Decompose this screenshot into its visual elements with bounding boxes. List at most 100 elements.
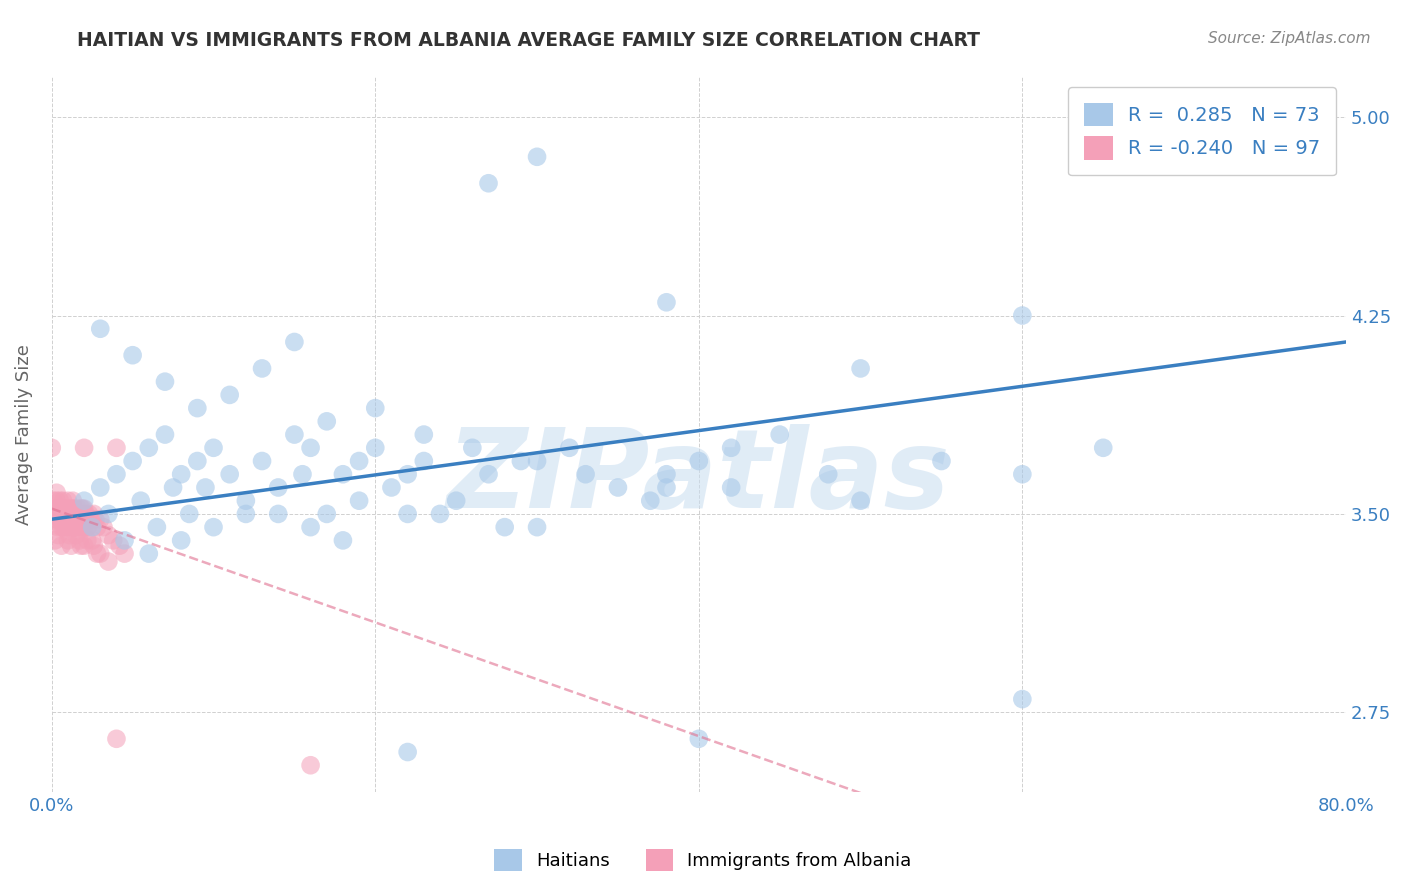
Point bbox=[218, 388, 240, 402]
Text: ZIPatlas: ZIPatlas bbox=[447, 424, 950, 531]
Point bbox=[60, 539, 83, 553]
Point bbox=[63, 512, 86, 526]
Point bbox=[41, 441, 63, 455]
Point bbox=[44, 501, 66, 516]
Point bbox=[45, 512, 67, 526]
Point bbox=[42, 493, 65, 508]
Point bbox=[364, 441, 387, 455]
Point bbox=[332, 467, 354, 482]
Point bbox=[82, 520, 104, 534]
Point bbox=[70, 520, 93, 534]
Point bbox=[62, 501, 84, 516]
Point bbox=[73, 512, 96, 526]
Point bbox=[429, 507, 451, 521]
Point bbox=[56, 493, 79, 508]
Text: HAITIAN VS IMMIGRANTS FROM ALBANIA AVERAGE FAMILY SIZE CORRELATION CHART: HAITIAN VS IMMIGRANTS FROM ALBANIA AVERA… bbox=[77, 31, 980, 50]
Point bbox=[477, 467, 499, 482]
Point bbox=[82, 533, 104, 548]
Point bbox=[769, 427, 792, 442]
Legend: Haitians, Immigrants from Albania: Haitians, Immigrants from Albania bbox=[488, 842, 918, 879]
Point bbox=[56, 512, 79, 526]
Point bbox=[931, 454, 953, 468]
Point bbox=[73, 520, 96, 534]
Point bbox=[283, 334, 305, 349]
Point bbox=[97, 528, 120, 542]
Point bbox=[67, 533, 90, 548]
Point bbox=[60, 507, 83, 521]
Point bbox=[817, 467, 839, 482]
Point bbox=[235, 493, 257, 508]
Point bbox=[235, 507, 257, 521]
Point bbox=[640, 493, 662, 508]
Point bbox=[396, 467, 419, 482]
Point bbox=[89, 480, 111, 494]
Point bbox=[66, 507, 89, 521]
Point bbox=[444, 493, 467, 508]
Point bbox=[186, 454, 208, 468]
Point bbox=[52, 520, 75, 534]
Point bbox=[58, 520, 80, 534]
Point bbox=[52, 507, 75, 521]
Point bbox=[105, 441, 128, 455]
Point bbox=[58, 528, 80, 542]
Point bbox=[45, 485, 67, 500]
Point bbox=[53, 512, 76, 526]
Point bbox=[49, 507, 72, 521]
Point bbox=[49, 512, 72, 526]
Point bbox=[108, 539, 131, 553]
Point bbox=[65, 520, 87, 534]
Point bbox=[72, 507, 94, 521]
Point bbox=[97, 507, 120, 521]
Point bbox=[396, 507, 419, 521]
Point bbox=[73, 501, 96, 516]
Point bbox=[53, 520, 76, 534]
Point bbox=[1011, 467, 1033, 482]
Point bbox=[60, 501, 83, 516]
Point bbox=[267, 507, 290, 521]
Point bbox=[129, 493, 152, 508]
Point bbox=[63, 520, 86, 534]
Point bbox=[55, 520, 77, 534]
Point bbox=[526, 454, 548, 468]
Point bbox=[202, 520, 225, 534]
Point bbox=[45, 512, 67, 526]
Point bbox=[299, 758, 322, 772]
Point bbox=[347, 454, 370, 468]
Point bbox=[153, 375, 176, 389]
Point bbox=[89, 512, 111, 526]
Point bbox=[86, 547, 108, 561]
Y-axis label: Average Family Size: Average Family Size bbox=[15, 344, 32, 525]
Point bbox=[60, 512, 83, 526]
Point bbox=[75, 507, 97, 521]
Legend: R =  0.285   N = 73, R = -0.240   N = 97: R = 0.285 N = 73, R = -0.240 N = 97 bbox=[1069, 87, 1336, 176]
Point bbox=[73, 441, 96, 455]
Point bbox=[86, 520, 108, 534]
Point bbox=[412, 454, 434, 468]
Point bbox=[283, 427, 305, 442]
Point bbox=[70, 520, 93, 534]
Point bbox=[72, 501, 94, 516]
Point bbox=[1011, 309, 1033, 323]
Point bbox=[46, 528, 69, 542]
Point bbox=[44, 533, 66, 548]
Point bbox=[655, 295, 678, 310]
Point bbox=[45, 493, 67, 508]
Point bbox=[720, 480, 742, 494]
Point bbox=[146, 520, 169, 534]
Point bbox=[250, 454, 273, 468]
Point bbox=[1011, 692, 1033, 706]
Point bbox=[162, 480, 184, 494]
Point bbox=[73, 493, 96, 508]
Point bbox=[49, 507, 72, 521]
Point bbox=[688, 731, 710, 746]
Point bbox=[655, 467, 678, 482]
Point bbox=[315, 507, 337, 521]
Point bbox=[105, 467, 128, 482]
Point bbox=[58, 520, 80, 534]
Point bbox=[526, 520, 548, 534]
Point bbox=[526, 150, 548, 164]
Point bbox=[51, 512, 73, 526]
Point bbox=[42, 507, 65, 521]
Point bbox=[114, 547, 136, 561]
Point bbox=[849, 493, 872, 508]
